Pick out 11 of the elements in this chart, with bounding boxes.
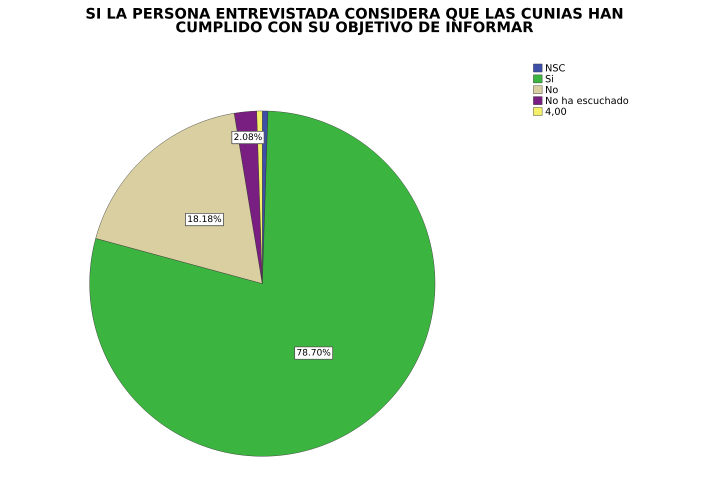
data-label: 78.70% [297, 348, 330, 356]
legend-label: No ha escuchado [546, 96, 628, 104]
chart-title: SI LA PERSONA ENTREVISTADA CONSIDERA QUE LAS CUNIAS HAN CUMPLIDO CON SU OBJETIVO DE INFORMAR [86, 8, 622, 36]
data-label: 18.18% [188, 215, 222, 222]
legend-label: 4,00 [546, 108, 566, 116]
legend-label: Si [546, 74, 554, 82]
legend-label: No [546, 86, 558, 94]
pie-slice [95, 113, 263, 284]
pie-slice [89, 110, 436, 457]
data-label: 2.08% [234, 133, 262, 140]
legend-label: NSC [546, 64, 565, 72]
